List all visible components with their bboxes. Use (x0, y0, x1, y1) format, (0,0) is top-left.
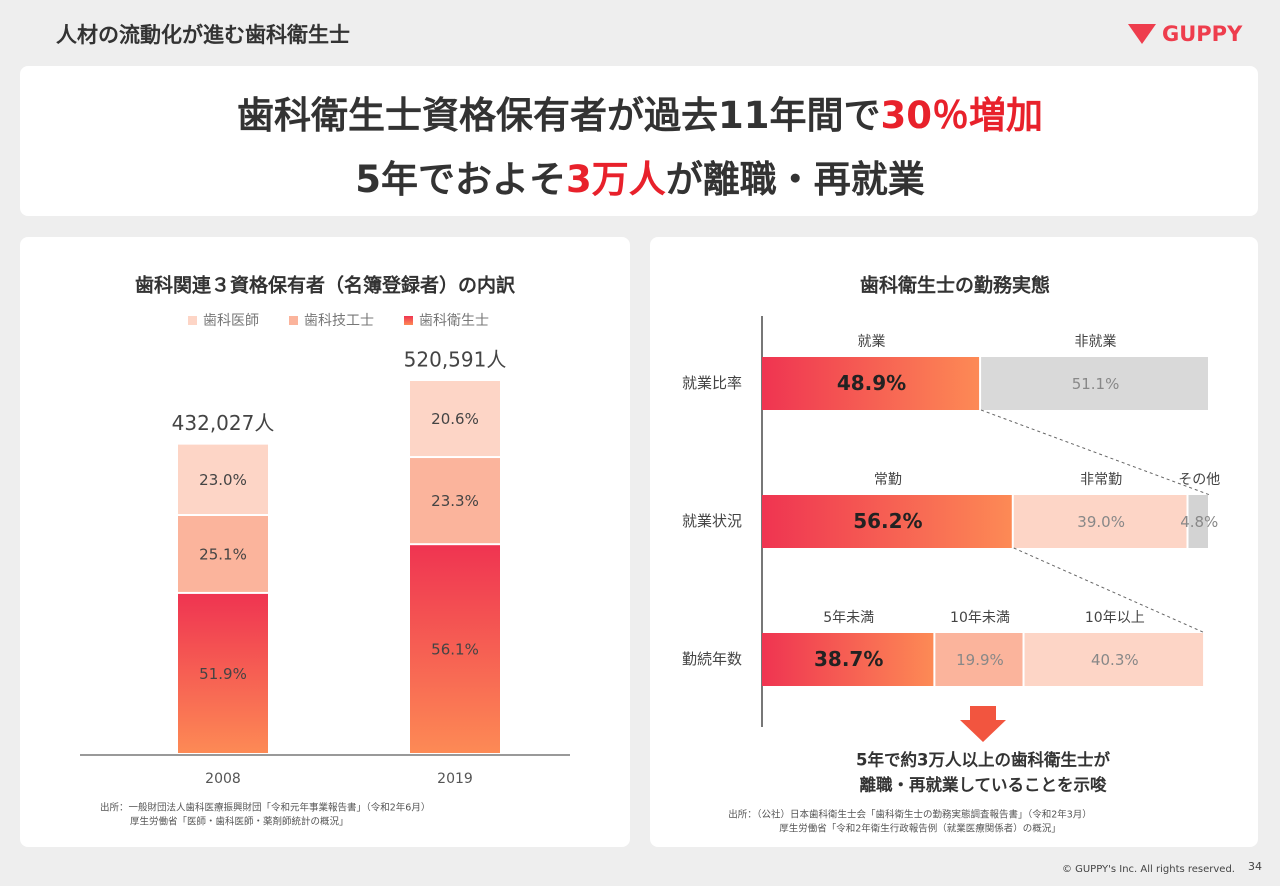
x-tick-label: 2008 (205, 771, 241, 787)
segment-name: 5年未満 (823, 610, 874, 626)
source: 出所：（公社）日本歯科衛生士会「歯科衛生士の勤務実態調査報告書」（令和2年3月） (728, 809, 1092, 821)
value-label: 20.6% (431, 410, 479, 428)
value-label: 48.9% (837, 371, 906, 395)
bar-segment (410, 381, 500, 457)
logo-icon (1128, 24, 1156, 44)
headline-text: 5年でおよそ (355, 158, 566, 201)
headline-text: 歯科衛生士資格保有者が過去11年間で (237, 94, 881, 137)
value-label: 23.3% (431, 492, 479, 510)
bar-segment (410, 545, 500, 753)
value-label: 4.8% (1180, 513, 1218, 531)
page-number: 34 (1248, 860, 1262, 873)
bar-segment (762, 633, 934, 686)
segment-name: 非就業 (1075, 334, 1117, 350)
legend-swatch (289, 316, 298, 325)
headline-panel (20, 66, 1258, 216)
legend-label: 歯科衛生士 (419, 313, 489, 329)
logo-text: GUPPY (1162, 22, 1243, 46)
row-label: 就業比率 (682, 374, 742, 392)
bar-segment (935, 633, 1023, 686)
value-label: 40.3% (1091, 651, 1139, 669)
headline-1: 歯科衛生士資格保有者が過去11年間で30％増加 (237, 94, 1043, 137)
row-label: 就業状況 (682, 512, 742, 530)
header: 人材の流動化が進む歯科衛生士 (56, 23, 350, 47)
total-label: 432,027人 (172, 411, 275, 435)
bar-segment (178, 593, 268, 753)
chart-title: 歯科関連３資格保有者（名簿登録者）の内訳 (135, 274, 516, 297)
value-label: 56.1% (431, 641, 479, 659)
segment-name: その他 (1178, 472, 1220, 488)
headline-highlight: 3万人 (566, 158, 666, 201)
connector (980, 409, 1211, 496)
value-label: 51.1% (1072, 375, 1120, 393)
source: 厚生労働省「医師・歯科医師・薬剤師統計の概況」 (130, 816, 349, 828)
legend-swatch (188, 316, 197, 325)
value-label: 38.7% (814, 647, 883, 671)
annotation: 離職・再就業していることを示唆 (859, 775, 1107, 795)
source: 出所：一般財団法人歯科医療振興財団「令和元年事業報告書」（令和2年6月） (100, 802, 430, 814)
headline-2: 5年でおよそ3万人が離職・再就業 (355, 158, 925, 201)
bar-segment (178, 516, 268, 592)
bar-segment (981, 357, 1208, 410)
legend-swatch (404, 316, 413, 325)
annotation: 5年で約3万人以上の歯科衛生士が (856, 750, 1110, 770)
value-label: 56.2% (853, 509, 922, 533)
bar-segment (762, 495, 1012, 548)
chart-title: 歯科衛生士の勤務実態 (860, 274, 1050, 297)
legend-label: 歯科医師 (203, 313, 259, 329)
value-label: 25.1% (199, 545, 247, 563)
bar-segment (1188, 495, 1208, 548)
total-label: 520,591人 (404, 348, 507, 372)
segment-name: 10年未満 (950, 610, 1010, 626)
headline-highlight: 30％増加 (881, 94, 1044, 137)
segment-name: 就業 (858, 334, 886, 350)
value-label: 19.9% (956, 651, 1004, 669)
value-label: 23.0% (199, 471, 247, 489)
segment-name: 常勤 (874, 472, 902, 488)
x-tick-label: 2019 (437, 771, 473, 787)
source: 厚生労働省「令和2年衛生行政報告例（就業医療関係者）の概況」 (779, 823, 1061, 835)
value-label: 39.0% (1077, 513, 1125, 531)
row-label: 勤続年数 (682, 650, 742, 668)
legend-label: 歯科技工士 (304, 313, 374, 329)
segment-name: 10年以上 (1085, 610, 1145, 626)
bar-segment (410, 458, 500, 544)
value-label: 51.9% (199, 665, 247, 683)
connector (1013, 547, 1206, 634)
headline-text: が離職・再就業 (666, 158, 925, 201)
logo: GUPPY (1128, 22, 1243, 46)
copyright: © GUPPY's Inc. All rights reserved. (1062, 864, 1235, 875)
bar-segment (178, 444, 268, 515)
bar-segment (1013, 495, 1187, 548)
down-arrow (960, 706, 1006, 742)
bar-segment (1024, 633, 1204, 686)
bar-segment (762, 357, 980, 410)
segment-name: 非常勤 (1080, 472, 1122, 488)
